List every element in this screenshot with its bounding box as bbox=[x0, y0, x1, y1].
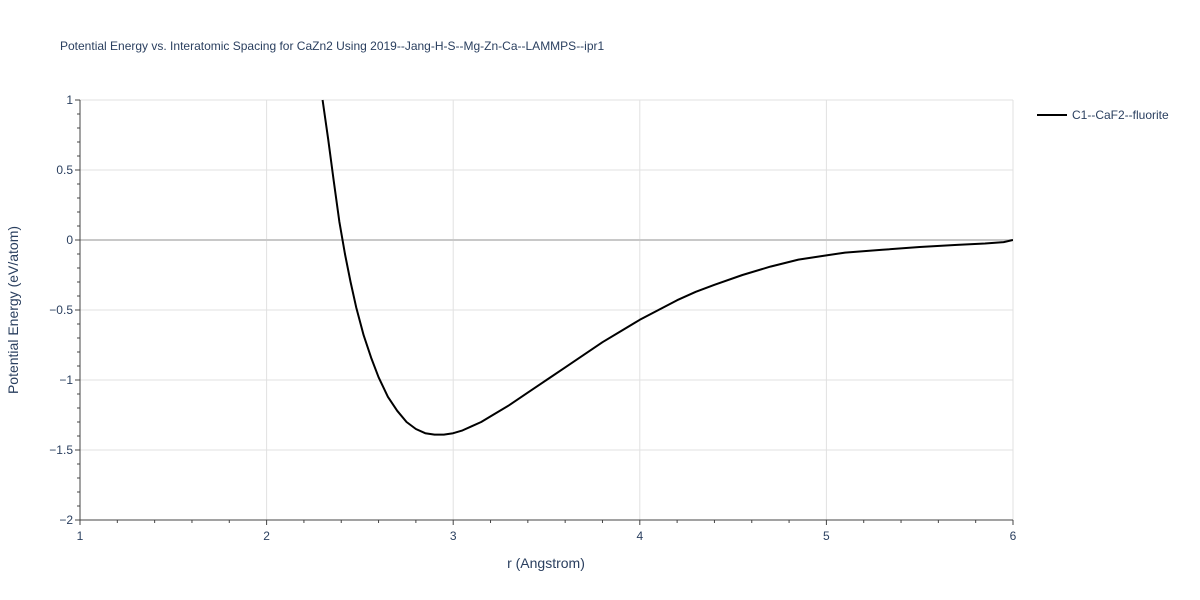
x-tick-label: 5 bbox=[823, 529, 830, 543]
y-axis-title: Potential Energy (eV/atom) bbox=[5, 226, 21, 394]
series-line-0[interactable] bbox=[321, 99, 1013, 436]
plot-area bbox=[321, 99, 1013, 436]
x-tick-label: 6 bbox=[1010, 529, 1017, 543]
y-tick-label: 1 bbox=[66, 93, 73, 107]
x-tick-label: 3 bbox=[450, 529, 457, 543]
y-axis bbox=[75, 99, 81, 521]
x-tick-labels: 1 2 3 4 5 6 bbox=[77, 529, 1017, 543]
x-tick-label: 2 bbox=[263, 529, 270, 543]
chart-title: Potential Energy vs. Interatomic Spacing… bbox=[60, 39, 605, 53]
y-tick-labels: 1 0.5 0 −0.5 −1 −1.5 −2 bbox=[49, 93, 73, 527]
legend-item-label: C1--CaF2--fluorite bbox=[1072, 108, 1169, 122]
x-tick-label: 1 bbox=[77, 529, 84, 543]
y-tick-label: 0 bbox=[66, 233, 73, 247]
y-tick-label: −1.5 bbox=[49, 443, 73, 457]
y-tick-label: −0.5 bbox=[49, 303, 73, 317]
legend[interactable]: C1--CaF2--fluorite bbox=[1037, 108, 1169, 122]
y-tick-label: −1 bbox=[59, 373, 73, 387]
x-axis-title: r (Angstrom) bbox=[507, 555, 585, 571]
x-axis bbox=[79, 519, 1014, 525]
x-tick-label: 4 bbox=[636, 529, 643, 543]
y-tick-label: −2 bbox=[59, 513, 73, 527]
y-tick-label: 0.5 bbox=[56, 163, 73, 177]
